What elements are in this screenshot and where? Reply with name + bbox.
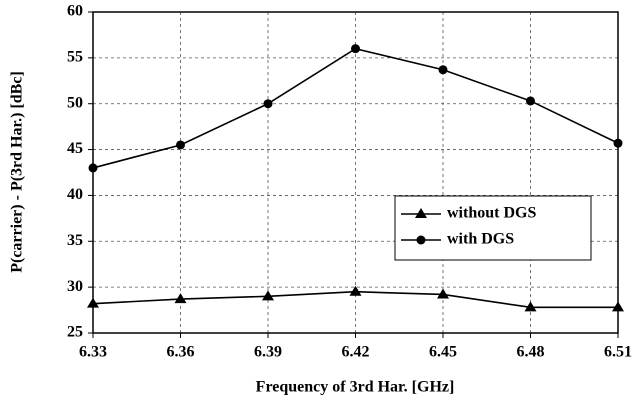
marker (526, 96, 535, 106)
y-tick-label: 40 (67, 186, 83, 203)
legend-label: without DGS (447, 205, 536, 222)
marker (612, 301, 624, 312)
marker (351, 44, 360, 54)
marker (87, 297, 99, 308)
legend-box (394, 195, 592, 261)
x-tick-label: 6.51 (604, 344, 632, 361)
x-tick-label: 6.39 (254, 344, 282, 361)
marker (415, 208, 427, 218)
marker (263, 99, 273, 109)
y-tick-label: 60 (67, 3, 83, 20)
marker (438, 65, 448, 75)
marker (349, 285, 362, 296)
x-tick-label: 6.33 (79, 344, 107, 361)
marker (262, 290, 274, 301)
marker (437, 288, 449, 299)
plot-frame (92, 11, 619, 334)
y-tick-label: 30 (67, 278, 83, 295)
y-axis-label: P(carrier) - P(3rd Har.) [dBc] (9, 71, 26, 273)
marker (613, 138, 623, 148)
y-tick-label: 25 (67, 324, 83, 341)
y-tick-label: 50 (67, 94, 83, 111)
marker (174, 293, 187, 304)
x-axis-label: Frequency of 3rd Har. [GHz] (256, 379, 455, 396)
y-tick-label: 45 (67, 140, 83, 157)
x-tick-label: 6.48 (517, 344, 545, 361)
x-tick-label: 6.42 (342, 344, 370, 361)
marker (176, 140, 185, 150)
legend-label: with DGS (447, 231, 514, 248)
y-tick-label: 55 (67, 49, 83, 66)
x-tick-label: 6.45 (429, 344, 457, 361)
marker (416, 235, 426, 245)
marker (88, 163, 98, 173)
marker (524, 301, 537, 312)
y-tick-label: 35 (67, 232, 83, 249)
x-tick-label: 6.36 (167, 344, 195, 361)
